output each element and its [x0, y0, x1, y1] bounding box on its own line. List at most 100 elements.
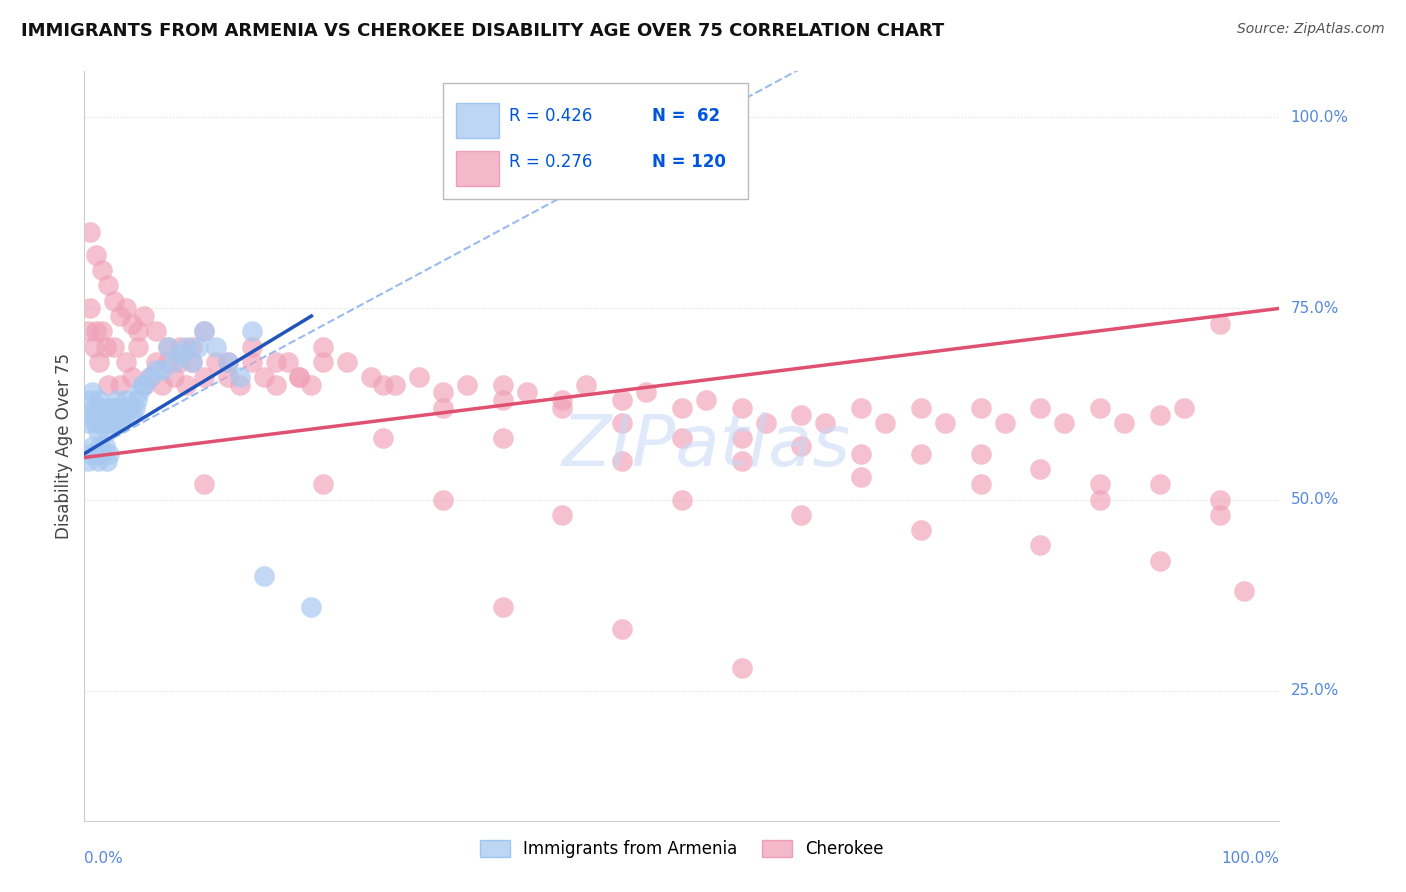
Point — [77, 454, 100, 468]
Point — [217, 355, 239, 369]
Point — [1149, 554, 1171, 568]
Text: 0.0%: 0.0% — [84, 851, 124, 866]
Y-axis label: Disability Age Over 75: Disability Age Over 75 — [55, 353, 73, 539]
Point — [132, 377, 156, 392]
Text: 100.0%: 100.0% — [1222, 851, 1279, 866]
Point — [86, 424, 108, 438]
Point — [790, 508, 813, 522]
Point — [101, 401, 124, 415]
Point — [87, 355, 110, 369]
Point — [456, 377, 478, 392]
Point — [253, 569, 276, 583]
Point — [970, 477, 993, 491]
Point — [187, 340, 209, 354]
Point — [89, 439, 111, 453]
Point — [612, 416, 634, 430]
Point — [91, 447, 114, 461]
Point — [217, 370, 239, 384]
Point — [1149, 477, 1171, 491]
Legend: Immigrants from Armenia, Cherokee: Immigrants from Armenia, Cherokee — [472, 833, 891, 864]
Point — [731, 661, 754, 675]
Point — [695, 393, 717, 408]
Point — [79, 301, 101, 316]
Point — [181, 355, 204, 369]
Point — [110, 377, 132, 392]
Text: 50.0%: 50.0% — [1291, 492, 1339, 507]
Point — [851, 469, 873, 483]
Point — [1090, 401, 1112, 415]
Point — [790, 439, 813, 453]
Point — [492, 377, 515, 392]
Point — [492, 393, 515, 408]
Point — [107, 409, 129, 423]
Point — [124, 401, 146, 415]
Point — [77, 416, 100, 430]
Text: R = 0.276: R = 0.276 — [509, 153, 592, 171]
Point — [193, 477, 215, 491]
Point — [91, 263, 114, 277]
Point — [229, 370, 252, 384]
Point — [145, 324, 167, 338]
Point — [994, 416, 1017, 430]
Point — [432, 385, 454, 400]
Point — [253, 370, 276, 384]
Point — [86, 454, 108, 468]
Point — [174, 377, 197, 392]
Point — [87, 393, 110, 408]
Point — [205, 355, 228, 369]
Point — [288, 370, 311, 384]
Point — [1029, 538, 1052, 552]
Point — [181, 355, 204, 369]
Point — [432, 492, 454, 507]
Point — [851, 401, 873, 415]
Point — [169, 355, 191, 369]
Point — [169, 340, 191, 354]
Point — [970, 401, 993, 415]
Point — [1209, 508, 1232, 522]
Text: ZIPatlas: ZIPatlas — [561, 411, 851, 481]
Point — [86, 248, 108, 262]
Point — [312, 355, 335, 369]
Point — [105, 393, 128, 408]
Point — [91, 324, 114, 338]
Point — [103, 293, 125, 308]
Text: 25.0%: 25.0% — [1291, 683, 1339, 698]
Point — [1209, 317, 1232, 331]
Point — [551, 393, 574, 408]
Point — [1090, 477, 1112, 491]
Point — [492, 599, 515, 614]
Text: N =  62: N = 62 — [652, 107, 720, 125]
Point — [110, 416, 132, 430]
Point — [612, 623, 634, 637]
Point — [1173, 401, 1195, 415]
Point — [240, 340, 263, 354]
Point — [90, 409, 112, 423]
Point — [93, 439, 115, 453]
Point — [98, 409, 121, 423]
Point — [910, 523, 932, 537]
Point — [181, 340, 204, 354]
Point — [671, 492, 693, 507]
Text: IMMIGRANTS FROM ARMENIA VS CHEROKEE DISABILITY AGE OVER 75 CORRELATION CHART: IMMIGRANTS FROM ARMENIA VS CHEROKEE DISA… — [21, 22, 945, 40]
Point — [408, 370, 430, 384]
Point — [814, 416, 837, 430]
Point — [82, 409, 104, 423]
Point — [1053, 416, 1076, 430]
Point — [80, 385, 103, 400]
Point — [96, 424, 118, 438]
FancyBboxPatch shape — [443, 83, 748, 199]
Point — [229, 377, 252, 392]
Point — [97, 401, 120, 415]
Point — [193, 324, 215, 338]
Point — [551, 401, 574, 415]
Point — [93, 401, 115, 415]
Point — [121, 370, 143, 384]
Point — [132, 309, 156, 323]
Point — [77, 324, 100, 338]
Point — [336, 355, 359, 369]
Point — [121, 409, 143, 423]
Point — [132, 377, 156, 392]
Point — [1233, 584, 1256, 599]
Point — [636, 385, 658, 400]
Point — [970, 447, 993, 461]
